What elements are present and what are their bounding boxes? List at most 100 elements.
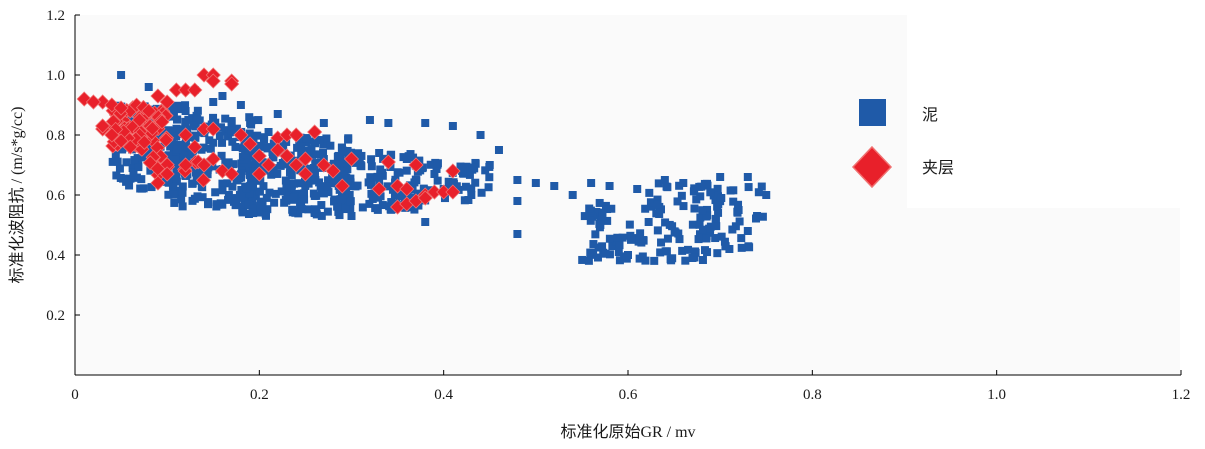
mud-point bbox=[589, 240, 598, 249]
mud-point bbox=[386, 151, 395, 160]
mud-point bbox=[675, 181, 684, 190]
interlayer-point bbox=[325, 163, 341, 179]
interlayer-point bbox=[159, 166, 175, 182]
mud-point bbox=[294, 209, 303, 218]
mud-point bbox=[165, 127, 174, 136]
mud-point bbox=[323, 207, 332, 216]
mud-point bbox=[364, 178, 373, 187]
mud-point bbox=[635, 234, 644, 243]
mud-point bbox=[656, 205, 665, 214]
mud-point bbox=[744, 183, 753, 192]
mud-point bbox=[720, 237, 729, 246]
mud-point bbox=[690, 204, 699, 213]
mud-point bbox=[588, 212, 597, 221]
mud-point bbox=[598, 212, 607, 221]
mud-point bbox=[169, 132, 178, 141]
mud-point bbox=[217, 151, 226, 160]
mud-point bbox=[172, 177, 181, 186]
interlayer-point bbox=[260, 157, 277, 173]
series-interlayer bbox=[76, 67, 461, 215]
mud-point bbox=[393, 168, 402, 177]
interlayer-point bbox=[141, 103, 157, 119]
mud-point bbox=[456, 162, 465, 171]
mud-point bbox=[586, 248, 595, 257]
mud-point bbox=[608, 242, 617, 251]
mud-point bbox=[260, 135, 269, 144]
mud-point bbox=[613, 233, 622, 242]
mud-point bbox=[218, 179, 227, 188]
mud-point bbox=[204, 200, 213, 209]
mud-point bbox=[283, 191, 292, 200]
mud-point bbox=[244, 200, 253, 209]
mud-point bbox=[245, 129, 254, 138]
mud-point bbox=[319, 140, 328, 149]
mud-point bbox=[113, 157, 122, 166]
mud-point bbox=[209, 98, 218, 106]
mud-point bbox=[753, 212, 762, 220]
mud-point bbox=[140, 153, 149, 162]
mud-point bbox=[745, 243, 754, 252]
mud-point bbox=[374, 193, 383, 202]
legend-label-mud: 泥 bbox=[922, 106, 938, 124]
mud-point bbox=[267, 170, 276, 179]
mud-point bbox=[238, 186, 247, 195]
mud-point bbox=[603, 205, 612, 214]
mud-point bbox=[645, 188, 654, 197]
mud-point bbox=[716, 173, 725, 181]
interlayer-point bbox=[224, 166, 240, 182]
mud-point bbox=[402, 155, 411, 163]
mud-point bbox=[618, 233, 627, 242]
mud-point bbox=[168, 139, 177, 148]
mud-point bbox=[383, 182, 392, 191]
mud-point bbox=[585, 204, 594, 213]
mud-point bbox=[262, 193, 271, 202]
mud-point bbox=[405, 193, 414, 202]
y-tick-label: 0.4 bbox=[46, 248, 65, 264]
mud-point bbox=[351, 158, 360, 167]
mud-point bbox=[286, 159, 295, 168]
mud-point bbox=[458, 167, 467, 175]
mud-point bbox=[198, 193, 207, 202]
mud-point bbox=[675, 235, 684, 244]
mud-point bbox=[356, 161, 365, 169]
mud-point bbox=[702, 234, 711, 243]
mud-point bbox=[330, 195, 339, 204]
mud-point bbox=[449, 179, 458, 188]
mud-point bbox=[595, 198, 604, 207]
interlayer-point bbox=[122, 139, 138, 155]
x-tick-label: 0 bbox=[71, 387, 79, 403]
mud-point bbox=[734, 206, 743, 214]
mud-point bbox=[418, 163, 427, 172]
mud-point bbox=[245, 189, 254, 198]
y-tick-label: 1.2 bbox=[46, 8, 65, 24]
mud-point bbox=[218, 200, 227, 209]
mud-point bbox=[695, 220, 704, 229]
mud-point bbox=[307, 145, 316, 154]
x-tick-label: 0.4 bbox=[434, 387, 453, 403]
mud-point bbox=[245, 113, 254, 122]
mud-point bbox=[277, 187, 286, 196]
mud-point bbox=[171, 155, 180, 164]
mud-point bbox=[477, 188, 486, 197]
mud-point bbox=[173, 115, 182, 124]
mud-point bbox=[224, 190, 233, 199]
mud-point bbox=[698, 206, 707, 215]
y-ticks: 0.2 0.4 0.6 0.8 1.0 1.2 bbox=[46, 8, 80, 324]
mud-point bbox=[271, 189, 280, 198]
mud-point bbox=[298, 205, 307, 214]
mud-point bbox=[209, 113, 218, 122]
mud-point bbox=[147, 183, 156, 192]
mud-point bbox=[754, 188, 763, 197]
mud-point bbox=[696, 213, 705, 222]
mud-point bbox=[216, 123, 225, 132]
mud-point bbox=[181, 117, 190, 126]
mud-point bbox=[670, 227, 679, 236]
mud-point bbox=[125, 181, 134, 190]
mud-point bbox=[343, 179, 352, 188]
interlayer-point bbox=[150, 175, 166, 191]
interlayer-point bbox=[178, 157, 194, 173]
interlayer-point bbox=[343, 151, 360, 167]
mud-point bbox=[734, 200, 743, 209]
interlayer-point bbox=[371, 181, 387, 197]
mud-point bbox=[168, 182, 177, 191]
